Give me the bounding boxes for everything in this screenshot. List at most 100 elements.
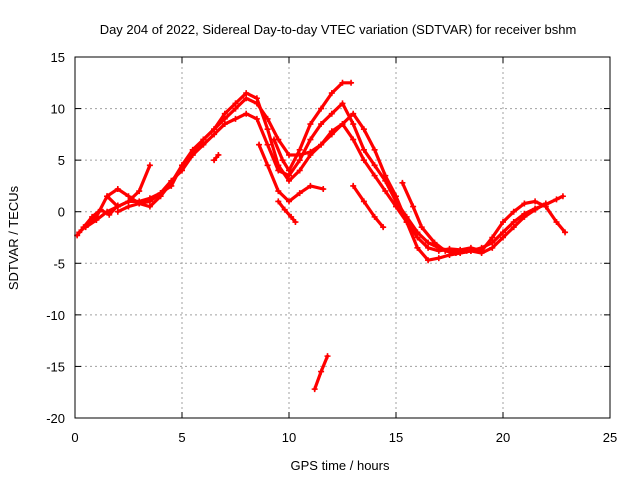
data-point [279,157,286,164]
data-point [264,162,271,169]
data-point [418,224,425,231]
data-point [521,200,528,207]
data-point [371,146,378,153]
data-point [562,229,569,236]
data-point [478,249,485,256]
data-point [125,203,132,210]
data-point [410,203,417,210]
data-point [489,239,496,246]
data-point [380,224,387,231]
data-point [542,200,549,207]
data-point [256,141,263,148]
data-point [215,151,222,158]
data-point [243,110,250,117]
data-point [253,115,260,122]
axis-ticks: 0 5 10 15 20 25 -20 -15 -10 -5 0 5 10 15 [46,50,617,445]
data-point [275,188,282,195]
data-point [114,208,121,215]
data-point [371,213,378,220]
data-point [414,229,421,236]
data-point [286,167,292,174]
data-point [371,172,378,179]
data-point [339,121,346,128]
x-tick-label: 10 [282,430,296,445]
data-point [425,257,432,264]
data-point [339,79,346,86]
data-point [425,244,432,251]
series-line-sat-d [105,91,567,253]
data-point [253,95,260,102]
data-point [339,100,346,107]
data-point [146,203,153,210]
data-point [146,198,153,205]
data-point [179,167,185,174]
data-point [324,353,331,360]
data-point [452,249,459,256]
chart-title: Day 204 of 2022, Sidereal Day-to-day VTE… [100,22,577,37]
data-point [286,151,292,158]
data-point [232,115,239,122]
data-point [371,162,378,169]
data-point [360,146,367,153]
data-point [288,213,295,220]
plot-frame [74,56,611,419]
data-point [286,177,292,184]
data-point [114,203,121,210]
data-point [125,198,132,205]
data-point [281,206,288,213]
y-tick-label: 10 [51,102,65,117]
data-point [296,146,303,153]
y-tick-label: 15 [51,50,65,65]
data-point [232,100,239,107]
data-point [350,110,357,117]
data-point [360,198,367,205]
series-group [74,79,569,393]
data-point [510,208,517,215]
data-point [104,193,111,200]
data-point [500,229,506,236]
data-point [275,167,282,174]
data-point [318,121,325,128]
data-point [168,177,175,184]
data-point [296,167,303,174]
data-point [189,151,196,158]
data-point [489,244,496,251]
data-point [311,386,318,393]
data-point [82,224,89,231]
data-point [328,128,335,135]
data-point [318,368,325,375]
data-point [348,79,355,86]
x-tick-label: 15 [389,430,403,445]
data-point [125,193,132,200]
data-point [463,247,470,254]
data-point [382,177,389,184]
data-point [211,157,218,164]
data-point [559,193,566,200]
x-axis-label: GPS time / hours [291,458,390,473]
data-point [360,157,367,164]
data-point [286,172,292,179]
data-point [521,213,528,220]
y-tick-label: 5 [58,153,65,168]
data-point [232,105,239,112]
y-tick-label: -20 [46,411,65,426]
data-point [146,162,153,169]
series-line-sat-j [351,184,385,229]
data-point [200,136,207,143]
data-point [275,198,282,205]
y-tick-label: 0 [58,205,65,220]
x-tick-label: 25 [603,430,617,445]
data-point [296,190,303,197]
data-point [221,121,228,128]
data-point [307,151,314,158]
data-point [286,198,292,205]
data-point [136,188,143,195]
data-point [442,247,449,254]
y-tick-label: -10 [46,308,65,323]
data-point [264,141,271,148]
data-point [271,136,278,143]
data-point [307,182,314,189]
data-point [104,208,111,215]
data-point [414,234,421,241]
data-point [136,200,143,207]
